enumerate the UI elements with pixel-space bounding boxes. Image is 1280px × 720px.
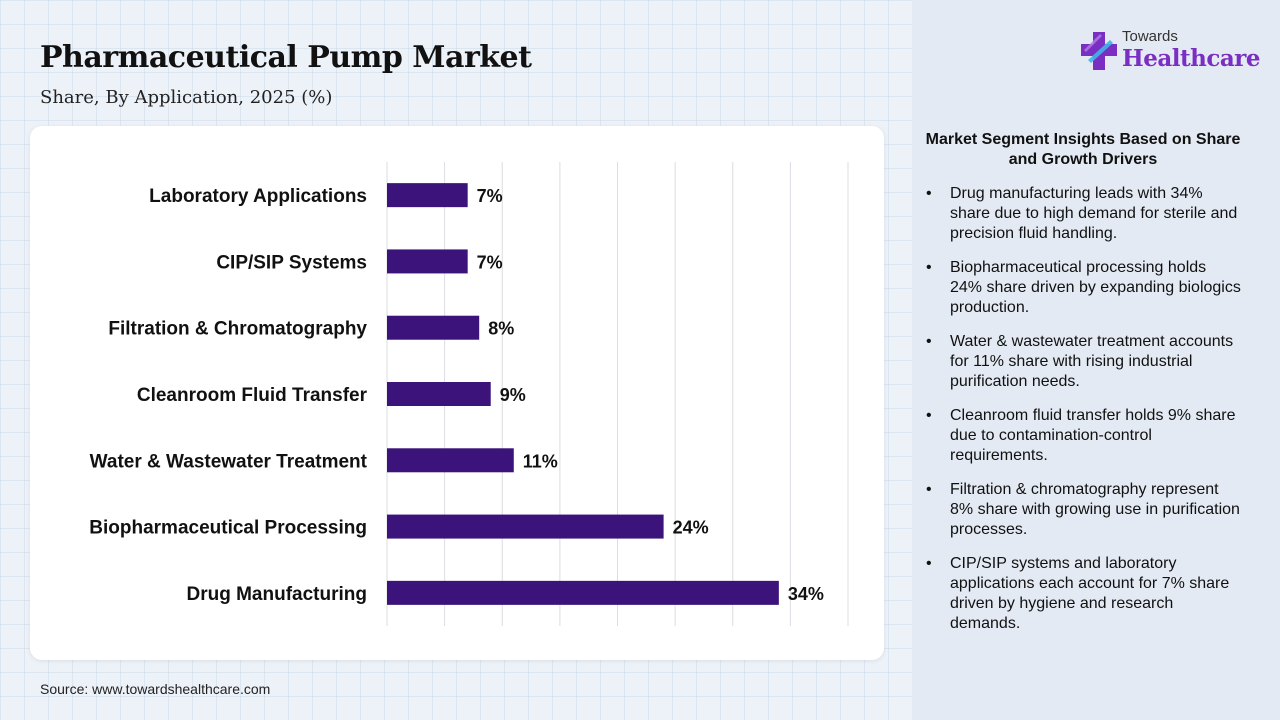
bar — [387, 514, 664, 539]
category-label: Laboratory Applications — [149, 186, 367, 207]
left-area: Pharmaceutical Pump Market Share, By App… — [30, 40, 884, 697]
insight-item: Filtration & chromatography represent 8%… — [924, 480, 1242, 540]
insights-title: Market Segment Insights Based on Share a… — [925, 131, 1241, 168]
logo-text-bottom: Healthcare — [1122, 45, 1261, 72]
value-label: 24% — [673, 518, 709, 538]
category-label: Cleanroom Fluid Transfer — [137, 385, 368, 406]
source-note: Source: www.towardshealthcare.com — [40, 681, 271, 697]
insights-list: Drug manufacturing leads with 34% share … — [924, 184, 1242, 648]
bar — [387, 249, 468, 274]
value-label: 7% — [477, 252, 503, 272]
bar — [387, 183, 468, 208]
bar — [387, 580, 779, 605]
brand-logo: Towards Healthcare — [1080, 28, 1261, 78]
insight-item: Water & wastewater treatment accounts fo… — [924, 332, 1242, 392]
logo-text-top: Towards — [1122, 28, 1178, 45]
insight-item: Drug manufacturing leads with 34% share … — [924, 184, 1242, 244]
insight-item: CIP/SIP systems and laboratory applicati… — [924, 554, 1242, 634]
category-label: Filtration & Chromatography — [108, 319, 367, 340]
cross-icon — [1081, 32, 1117, 70]
bar — [387, 315, 480, 340]
chart-card: Laboratory Applications 7% CIP/SIP Systems… — [30, 126, 884, 660]
value-label: 11% — [523, 451, 558, 471]
bar-chart: Laboratory Applications 7% CIP/SIP Systems… — [89, 162, 849, 626]
value-label: 9% — [500, 385, 526, 405]
page-subtitle: Share, By Application, 2025 (%) — [40, 87, 333, 108]
category-label: Drug Manufacturing — [187, 584, 368, 605]
bar — [387, 448, 514, 473]
value-label: 7% — [477, 186, 503, 206]
value-label: 34% — [788, 584, 824, 604]
category-label: Water & Wastewater Treatment — [90, 451, 368, 472]
page-title: Pharmaceutical Pump Market — [40, 40, 532, 75]
bar — [387, 382, 491, 406]
value-label: 8% — [488, 319, 514, 339]
category-label: CIP/SIP Systems — [216, 252, 367, 273]
category-label: Biopharmaceutical Processing — [89, 518, 367, 539]
insight-item: Biopharmaceutical processing holds 24% s… — [924, 258, 1242, 318]
insight-item: Cleanroom fluid transfer holds 9% share … — [924, 406, 1242, 466]
